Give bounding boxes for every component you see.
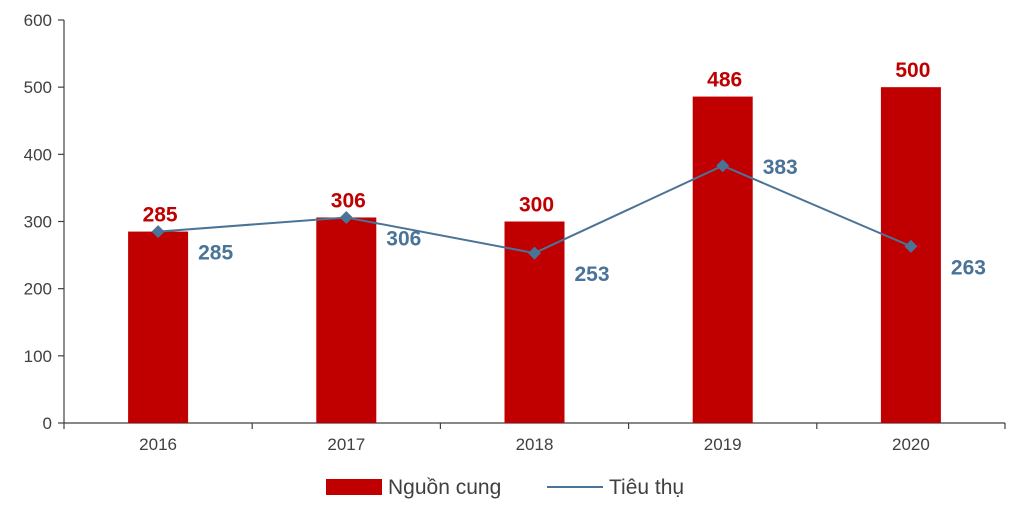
line-value-label: 263 xyxy=(951,256,986,279)
line-value-label: 253 xyxy=(575,263,610,286)
x-tick-label: 2018 xyxy=(516,435,554,454)
legend: Nguồn cung Tiêu thụ xyxy=(326,476,684,499)
line-point xyxy=(716,159,730,173)
y-axis: 0 100 200 300 400 500 600 xyxy=(24,11,65,433)
y-tick-label: 100 xyxy=(24,347,52,366)
y-tick-label: 200 xyxy=(24,280,52,299)
legend-label-line: Tiêu thụ xyxy=(609,476,684,499)
bar xyxy=(692,96,753,423)
bar-value-label: 486 xyxy=(707,69,742,92)
x-tick-label: 2019 xyxy=(704,435,742,454)
bar xyxy=(316,217,377,423)
y-tick-label: 600 xyxy=(24,11,52,30)
y-tick-label: 500 xyxy=(24,78,52,97)
line-value-label: 383 xyxy=(763,156,798,179)
x-tick-label: 2016 xyxy=(139,435,177,454)
x-axis: 2016 2017 2018 2019 2020 xyxy=(63,422,1006,454)
x-tick-label: 2020 xyxy=(892,435,930,454)
line-value-label: 306 xyxy=(386,227,421,250)
y-tick-label: 0 xyxy=(43,414,52,433)
legend-label-bar: Nguồn cung xyxy=(388,476,501,499)
legend-swatch-bar xyxy=(326,479,382,495)
y-tick-label: 400 xyxy=(24,145,52,164)
bar xyxy=(880,87,941,424)
bar-value-label: 285 xyxy=(143,204,178,227)
line-point xyxy=(339,210,353,224)
bar xyxy=(128,231,189,423)
line-point xyxy=(528,246,541,260)
line-series xyxy=(151,159,918,260)
bar-value-label: 500 xyxy=(895,59,930,82)
bar-series xyxy=(128,87,941,424)
x-tick-label: 2017 xyxy=(327,435,365,454)
line-point xyxy=(904,239,918,253)
data-labels: 285 306 300 486 500 285 306 253 383 263 xyxy=(143,59,986,286)
bar-value-label: 306 xyxy=(331,189,366,212)
line-value-label: 285 xyxy=(198,242,233,265)
bar-value-label: 300 xyxy=(519,194,554,217)
y-tick-label: 300 xyxy=(24,213,52,232)
line-point xyxy=(151,225,165,239)
